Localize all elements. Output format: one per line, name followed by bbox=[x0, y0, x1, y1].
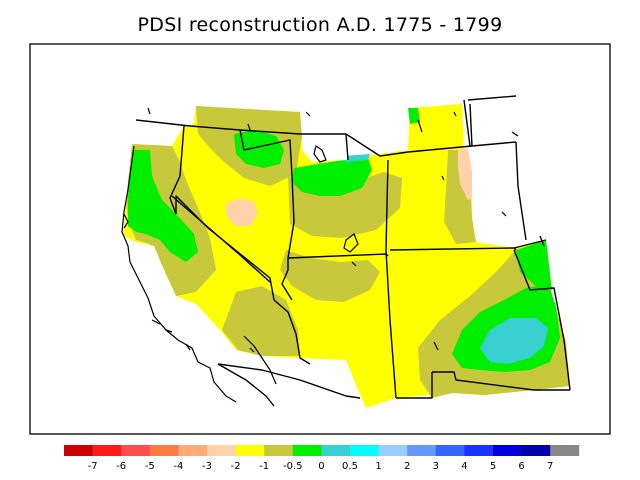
canada-inner-line bbox=[467, 95, 517, 101]
colorbar-label: -3 bbox=[202, 461, 212, 472]
colorbar-label: -7 bbox=[88, 461, 98, 472]
canada-line-2 bbox=[469, 103, 473, 147]
baja-coast bbox=[197, 361, 237, 403]
arizona-west bbox=[281, 258, 293, 301]
state-borders bbox=[135, 95, 571, 407]
colorbar-swatch bbox=[92, 445, 122, 456]
small-lake-5 bbox=[501, 211, 507, 217]
dakota-line bbox=[463, 99, 471, 147]
small-lake-7 bbox=[441, 175, 445, 181]
region-mask-pacific bbox=[124, 236, 238, 356]
region-green-central bbox=[292, 158, 372, 196]
gulf-baja bbox=[243, 335, 277, 385]
colorbar-swatch bbox=[264, 445, 294, 456]
region-olive-southwest bbox=[222, 286, 300, 356]
colorbar-swatch bbox=[149, 445, 179, 456]
colorbar-swatch bbox=[121, 445, 151, 456]
colorbar-label: -0.5 bbox=[283, 461, 303, 472]
region-cyan-small bbox=[344, 154, 370, 162]
region-cyan bbox=[480, 318, 548, 364]
region-green-north bbox=[234, 130, 284, 168]
colorbar-swatch bbox=[407, 445, 437, 456]
small-lake-1 bbox=[147, 107, 151, 115]
region-green-topedge bbox=[408, 108, 420, 124]
map-title: PDSI reconstruction A.D. 1775 - 1799 bbox=[137, 14, 503, 36]
region-peach-west bbox=[226, 198, 258, 226]
coastline bbox=[121, 145, 277, 403]
region-green-northwest bbox=[128, 150, 198, 262]
lakes bbox=[147, 107, 519, 353]
colorbar-label: 5 bbox=[490, 461, 496, 472]
mexico-border bbox=[217, 363, 361, 399]
colorbar-label: 2 bbox=[404, 461, 410, 472]
colorbar-swatch bbox=[464, 445, 494, 456]
colorbar-label: -1 bbox=[259, 461, 269, 472]
region-green-east-edge bbox=[516, 240, 552, 290]
channel-islands bbox=[151, 319, 173, 333]
colorbar-swatch bbox=[521, 445, 551, 456]
colorbar-swatch bbox=[550, 445, 580, 456]
arizona-border bbox=[273, 299, 311, 365]
colorbar-label: -4 bbox=[173, 461, 183, 472]
gulf-coast bbox=[217, 363, 275, 407]
region-olive-mid bbox=[280, 250, 380, 302]
colorbar-label: 1 bbox=[375, 461, 381, 472]
colorbar-label: 7 bbox=[547, 461, 553, 472]
nm-south bbox=[396, 372, 433, 399]
nevada-west-line bbox=[171, 195, 271, 283]
colorbar-label: 3 bbox=[433, 461, 439, 472]
ne-line2 bbox=[539, 235, 545, 247]
colorbar-label: -5 bbox=[145, 461, 155, 472]
colorbar-label: 0.5 bbox=[342, 461, 358, 472]
colorbar-label: 0 bbox=[318, 461, 324, 472]
small-lake-6 bbox=[433, 341, 439, 351]
colorbar-swatch bbox=[350, 445, 379, 456]
colorbar-swatch bbox=[207, 445, 236, 456]
colorbar-swatch bbox=[235, 445, 265, 456]
yellowstone-lake bbox=[313, 145, 327, 163]
great-salt-lake bbox=[343, 233, 359, 253]
small-lake-4 bbox=[511, 131, 519, 137]
small-lake-8 bbox=[305, 111, 311, 117]
colorbar-label: 6 bbox=[518, 461, 524, 472]
region-mask-north bbox=[302, 133, 348, 162]
ne-border bbox=[515, 141, 527, 241]
idaho-east bbox=[239, 129, 295, 259]
colorbar-swatch bbox=[378, 445, 408, 456]
small-lake-9 bbox=[249, 347, 255, 353]
colorbar-swatch bbox=[292, 445, 322, 456]
colorbar-swatch bbox=[178, 445, 208, 456]
colorbar-label: -6 bbox=[116, 461, 126, 472]
four-corners-vertical bbox=[385, 249, 397, 399]
utah-lake bbox=[351, 261, 357, 267]
nm-texas-vertical bbox=[513, 249, 571, 391]
map-frame bbox=[29, 43, 611, 435]
colorado-east bbox=[513, 247, 517, 251]
small-lake-2 bbox=[417, 119, 423, 133]
small-lake-3 bbox=[453, 111, 457, 117]
wyoming-box bbox=[385, 159, 389, 251]
colorbar-swatch bbox=[435, 445, 465, 456]
colorbar-swatch bbox=[321, 445, 351, 456]
nm-texas-border bbox=[432, 371, 570, 391]
region-mask-northeast bbox=[472, 144, 526, 244]
baja-island bbox=[185, 343, 191, 351]
flathead-lake bbox=[247, 123, 251, 131]
colorbar-label: -2 bbox=[231, 461, 241, 472]
colorbar-swatch bbox=[64, 445, 93, 456]
region-peach-east bbox=[458, 148, 476, 200]
colorbar-swatch bbox=[493, 445, 522, 456]
islands-puget bbox=[123, 213, 129, 229]
wyoming-west bbox=[345, 133, 349, 161]
lake-tahoe bbox=[175, 195, 181, 201]
pacific-coast bbox=[121, 145, 199, 363]
idaho-border bbox=[169, 125, 185, 215]
colorbar-label: 4 bbox=[461, 461, 467, 472]
